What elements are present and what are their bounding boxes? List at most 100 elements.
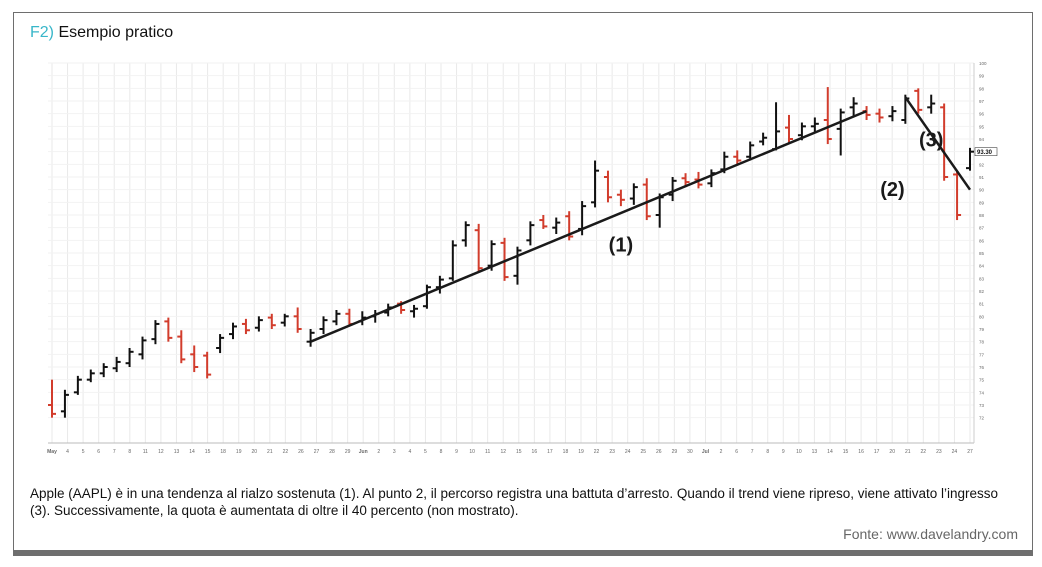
- x-tick-label: 11: [143, 449, 148, 455]
- x-tick-label: 27: [314, 449, 320, 455]
- x-tick-label: 25: [640, 449, 646, 455]
- trendline: [310, 109, 868, 343]
- y-tick-label: 86: [979, 238, 985, 243]
- y-tick-label: 85: [979, 251, 985, 256]
- x-tick-label: 6: [97, 449, 100, 455]
- y-tick-label: 89: [979, 200, 985, 205]
- x-tick-label: 4: [66, 449, 69, 455]
- x-tick-label: 16: [532, 449, 538, 455]
- x-tick-label: 7: [751, 449, 754, 455]
- y-tick-label: 96: [979, 112, 985, 117]
- chart-annotation: (3): [919, 130, 943, 152]
- x-tick-label: 21: [905, 449, 911, 455]
- x-tick-label: 12: [158, 449, 164, 455]
- x-tick-label: 10: [469, 449, 475, 455]
- x-tick-label: 5: [424, 449, 427, 455]
- x-tick-label: 24: [952, 449, 958, 455]
- x-tick-label: 23: [936, 449, 942, 455]
- y-tick-label: 80: [979, 314, 985, 319]
- x-tick-label: 28: [329, 449, 335, 455]
- x-tick-label: 20: [889, 449, 895, 455]
- x-tick-label: 16: [858, 449, 864, 455]
- chart-background: [44, 57, 1004, 459]
- x-tick-label: 4: [408, 449, 411, 455]
- y-tick-label: 84: [979, 264, 985, 269]
- y-tick-label: 76: [979, 365, 985, 370]
- x-tick-label: 17: [547, 449, 553, 455]
- x-tick-label: 8: [128, 449, 131, 455]
- y-tick-label: 97: [979, 99, 985, 104]
- x-tick-label: 18: [220, 449, 226, 455]
- x-tick-label: 19: [236, 449, 242, 455]
- x-tick-label: 2: [720, 449, 723, 455]
- y-tick-label: 99: [979, 74, 985, 79]
- x-tick-label: 21: [267, 449, 273, 455]
- x-tick-label: 22: [921, 449, 927, 455]
- x-tick-label: 14: [189, 449, 195, 455]
- x-tick-label: 13: [174, 449, 180, 455]
- y-tick-label: 72: [979, 416, 985, 421]
- x-tick-label: 8: [766, 449, 769, 455]
- x-tick-label: 29: [345, 449, 351, 455]
- x-tick-label: 15: [516, 449, 522, 455]
- x-tick-label: 15: [843, 449, 849, 455]
- x-tick-label: 18: [563, 449, 569, 455]
- figure-source: Fonte: www.davelandry.com: [843, 526, 1018, 542]
- x-tick-label: 22: [283, 449, 289, 455]
- y-tick-label: 90: [979, 188, 985, 193]
- x-tick-label: Jul: [702, 449, 710, 455]
- chart-annotation: (1): [609, 235, 633, 257]
- x-tick-label: 26: [656, 449, 662, 455]
- figure-title: F2) Esempio pratico: [30, 24, 173, 42]
- x-tick-label: 24: [625, 449, 631, 455]
- y-tick-label: 94: [979, 137, 985, 142]
- y-tick-label: 98: [979, 86, 985, 91]
- x-tick-label: 19: [578, 449, 584, 455]
- y-tick-label: 78: [979, 340, 985, 345]
- x-tick-label: May: [47, 449, 57, 455]
- x-tick-label: 9: [782, 449, 785, 455]
- y-tick-label: 75: [979, 378, 985, 383]
- x-tick-label: 10: [796, 449, 802, 455]
- x-tick-label: 23: [609, 449, 615, 455]
- x-tick-label: 22: [594, 449, 600, 455]
- x-tick-label: 7: [113, 449, 116, 455]
- figure-number: F2): [30, 24, 54, 41]
- x-tick-label: 29: [672, 449, 678, 455]
- figure-bottom-rule: [13, 550, 1033, 556]
- x-tick-label: 3: [393, 449, 396, 455]
- x-tick-label: 13: [812, 449, 818, 455]
- y-tick-label: 95: [979, 124, 985, 129]
- x-tick-label: 26: [298, 449, 304, 455]
- x-tick-label: 14: [827, 449, 833, 455]
- price-marker-box: [974, 147, 998, 156]
- x-tick-label: Jun: [359, 449, 368, 455]
- x-tick-label: 27: [967, 449, 973, 455]
- x-tick-label: 15: [205, 449, 211, 455]
- y-tick-label: 100: [979, 61, 987, 66]
- price-marker-label: 93.30: [977, 150, 993, 156]
- x-tick-label: 6: [735, 449, 738, 455]
- x-tick-label: 2: [377, 449, 380, 455]
- y-tick-label: 88: [979, 213, 985, 218]
- y-tick-label: 83: [979, 276, 985, 281]
- y-tick-label: 74: [979, 390, 985, 395]
- x-tick-label: 17: [874, 449, 880, 455]
- y-tick-label: 73: [979, 403, 985, 408]
- figure-caption: Apple (AAPL) è in una tendenza al rialzo…: [30, 486, 999, 518]
- figure-title-text: Esempio pratico: [58, 24, 174, 41]
- x-tick-label: 30: [687, 449, 693, 455]
- chart-annotation: (2): [880, 179, 904, 201]
- price-chart: May 4 5 6 7 8 11 12 13 14 15 18 19 20 21 22 26 27 28 29 Jun 2…: [44, 57, 1004, 459]
- y-tick-label: 81: [979, 302, 985, 307]
- x-tick-label: 12: [500, 449, 506, 455]
- x-tick-label: 20: [251, 449, 257, 455]
- y-tick-label: 77: [979, 352, 985, 357]
- x-tick-label: 5: [82, 449, 85, 455]
- y-tick-label: 92: [979, 162, 985, 167]
- y-tick-label: 82: [979, 289, 985, 294]
- y-tick-label: 79: [979, 327, 985, 332]
- y-tick-label: 91: [979, 175, 985, 180]
- trendline: [904, 96, 972, 191]
- x-tick-label: 8: [440, 449, 443, 455]
